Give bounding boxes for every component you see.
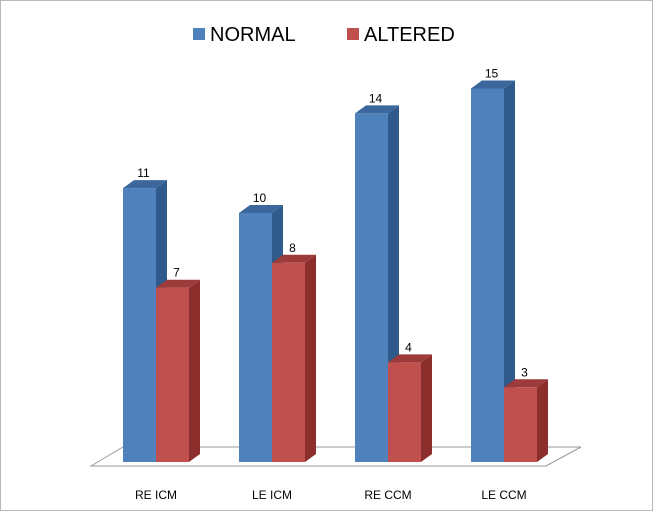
- bar-altered-re-ccm: [388, 354, 432, 462]
- bar-altered-le-icm: [272, 254, 316, 462]
- data-label: 8: [289, 241, 296, 255]
- bar-top: [471, 80, 515, 89]
- bars-layer: [123, 80, 548, 463]
- bar-top: [239, 205, 283, 213]
- legend-swatch: [347, 28, 359, 40]
- legend-item-altered: ALTERED: [347, 24, 455, 46]
- legend: NORMAL ALTERED: [193, 24, 455, 46]
- data-label: 15: [485, 67, 499, 81]
- chart-floor-layer: [89, 446, 582, 467]
- legend-item-normal: NORMAL: [193, 24, 296, 46]
- bar-top: [156, 279, 200, 288]
- data-label: 4: [405, 340, 412, 354]
- bar-normal-le-ccm: [471, 80, 515, 462]
- category-labels-layer: RE ICM LE ICM RE CCM LE CCM: [135, 488, 527, 502]
- bar-altered-le-ccm: [504, 379, 548, 462]
- bar-top: [504, 379, 548, 388]
- data-label: 3: [521, 365, 528, 379]
- bar-front: [388, 362, 421, 462]
- bar-front: [471, 88, 504, 462]
- category-label: LE ICM: [252, 488, 292, 502]
- data-label: 7: [173, 266, 180, 280]
- category-label: RE ICM: [135, 488, 177, 502]
- bar-top: [123, 180, 167, 189]
- data-label: 10: [253, 191, 267, 205]
- data-label: 14: [369, 91, 383, 105]
- bar-top: [272, 254, 316, 263]
- bar-front: [239, 213, 272, 462]
- bar-front: [123, 188, 156, 462]
- chart-floor: [89, 446, 582, 467]
- bar-front: [504, 387, 537, 462]
- bar-altered-re-icm: [156, 279, 200, 462]
- category-label: RE CCM: [364, 488, 411, 502]
- legend-label: NORMAL: [210, 24, 296, 46]
- data-label: 11: [137, 166, 150, 180]
- bar-front: [355, 113, 388, 463]
- category-label: LE CCM: [481, 488, 526, 502]
- data-labels-layer: 11 7 10 8 14 4 15 3: [137, 67, 528, 380]
- bar-top: [355, 105, 399, 114]
- bar-side: [305, 254, 316, 462]
- bar-front: [272, 262, 305, 462]
- bar-side: [421, 354, 432, 462]
- legend-label: ALTERED: [364, 24, 455, 46]
- bar-side: [537, 379, 548, 462]
- bar-top: [388, 354, 432, 363]
- bar-side: [189, 279, 200, 462]
- bar-front: [156, 287, 189, 462]
- bar-side: [504, 80, 515, 462]
- legend-swatch: [193, 28, 205, 40]
